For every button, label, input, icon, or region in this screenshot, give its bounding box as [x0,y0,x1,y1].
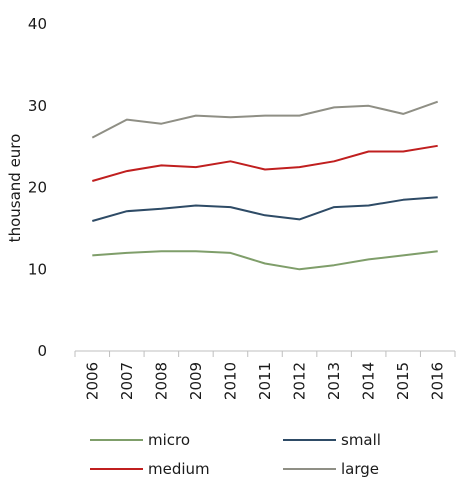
x-tick-label: 2015 [394,362,412,400]
series-line-micro [92,250,438,271]
x-tick-label: 2006 [83,362,101,400]
plot-area [91,100,439,271]
y-tick-label: 20 [28,179,47,197]
x-tick-label: 2016 [429,362,447,400]
y-axis-label: thousand euro [6,134,24,243]
y-axis: 0 10 20 30 40 [28,15,47,360]
legend-label-micro: micro [148,431,190,449]
series-line-large [91,100,439,139]
y-tick-label: 10 [28,260,47,278]
legend-label-medium: medium [148,460,210,478]
x-tick-label: 2008 [152,362,170,400]
legend-label-large: large [341,460,379,478]
legend: micro small medium large [90,431,381,478]
x-axis: 2006 2007 2008 2009 2010 2011 2012 2013 2014 2015… [74,350,456,400]
x-tick-label: 2014 [360,362,378,400]
legend-label-small: small [341,431,381,449]
series-line-small [92,196,438,222]
x-tick-label: 2007 [118,362,136,400]
y-tick-label: 0 [37,342,47,360]
x-tick-label: 2011 [256,362,274,400]
y-tick-label: 40 [28,15,47,33]
x-tick-label: 2013 [325,362,343,400]
x-tick-label: 2012 [291,362,309,400]
x-tick-label: 2009 [187,362,205,400]
series-line-medium [92,144,438,182]
y-tick-label: 30 [28,97,47,115]
x-tick-label: 2010 [221,362,239,400]
